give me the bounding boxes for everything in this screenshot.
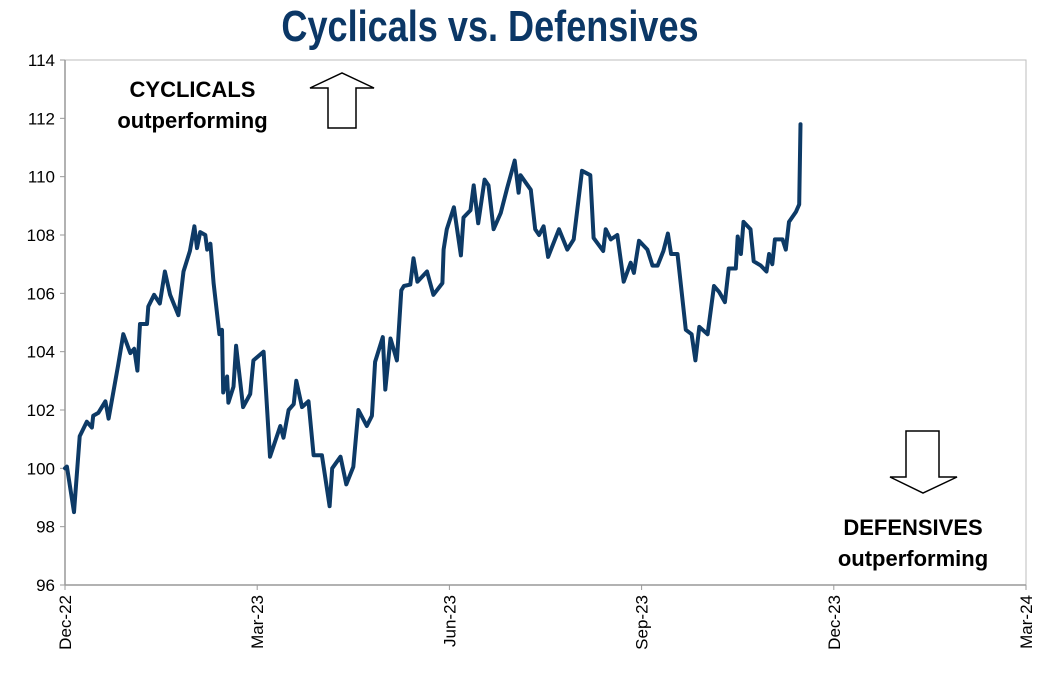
up-arrow-icon: [309, 72, 375, 129]
y-tick-label: 110: [28, 168, 55, 187]
defensives-annotation: DEFENSIVES outperforming: [808, 512, 1018, 574]
y-tick-label: 98: [36, 518, 55, 537]
annotation-text: outperforming: [117, 108, 268, 133]
y-tick-label: 96: [36, 576, 55, 595]
y-tick-label: 106: [27, 284, 55, 303]
annotation-arrows: [309, 72, 958, 494]
x-tick-label: Mar-23: [248, 595, 267, 649]
axes: 96 98 100 102 104 106 108 110 112 114 Dec-22 Mar-23…: [27, 51, 1036, 650]
annotation-text: CYCLICALS: [129, 77, 256, 102]
series-line: [63, 122, 803, 515]
cyclicals-annotation: CYCLICALS outperforming: [90, 74, 295, 136]
y-tick-label: 114: [28, 51, 55, 70]
x-tick-label: Mar-24: [1017, 595, 1036, 649]
y-tick-label: 112: [28, 109, 55, 128]
plot-frame: [64, 59, 1027, 586]
series-layer: [63, 122, 803, 515]
x-tick-label: Dec-23: [825, 595, 844, 650]
annotation-text: DEFENSIVES: [843, 515, 983, 540]
x-tick-label: Sep-23: [633, 595, 652, 650]
x-tick-label: Dec-22: [56, 595, 75, 650]
y-tick-label: 102: [27, 401, 55, 420]
y-tick-label: 100: [27, 459, 55, 478]
y-tick-label: 108: [27, 226, 55, 245]
y-tick-label: 104: [27, 343, 55, 362]
x-tick-label: Jun-23: [440, 595, 459, 647]
chart-title: Cyclicals vs. Defensives: [281, 2, 699, 51]
annotation-text: outperforming: [837, 546, 989, 571]
down-arrow-icon: [889, 430, 958, 494]
